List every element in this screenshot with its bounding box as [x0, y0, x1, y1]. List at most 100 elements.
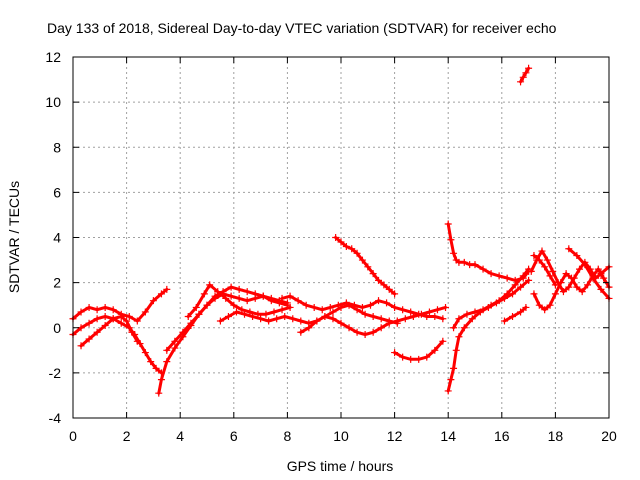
data-point — [321, 312, 329, 320]
data-point — [337, 238, 345, 246]
data-point — [517, 308, 525, 316]
data-point — [332, 234, 340, 241]
series-track-j — [332, 234, 399, 298]
y-tick-label: 12 — [45, 49, 61, 65]
data-point — [353, 249, 361, 257]
x-tick-label: 6 — [230, 428, 238, 444]
data-point — [270, 308, 278, 316]
data-point — [471, 308, 479, 316]
data-point — [557, 279, 565, 287]
data-point — [519, 272, 527, 280]
data-point — [452, 346, 460, 354]
data-point — [439, 337, 447, 345]
data-point — [157, 290, 165, 298]
data-point — [423, 353, 431, 361]
data-point — [93, 328, 101, 336]
data-point — [128, 328, 136, 336]
data-point — [297, 317, 305, 325]
y-tick-label: 0 — [53, 320, 61, 336]
data-point — [364, 263, 372, 271]
series-track-f — [184, 281, 294, 320]
data-point — [517, 283, 525, 291]
data-point — [123, 317, 131, 325]
data-point — [380, 281, 388, 289]
data-point — [576, 265, 584, 273]
data-point — [369, 312, 377, 320]
series-line — [452, 267, 531, 330]
data-point — [163, 346, 171, 354]
data-point — [187, 319, 195, 327]
data-point — [546, 301, 554, 309]
x-tick-label: 8 — [284, 428, 292, 444]
data-point — [342, 243, 350, 251]
data-point — [519, 73, 527, 81]
x-tick-label: 18 — [548, 428, 564, 444]
y-tick-label: 6 — [53, 184, 61, 200]
data-point — [581, 261, 589, 269]
data-point — [329, 315, 337, 323]
data-point — [385, 285, 393, 293]
data-point — [305, 324, 313, 332]
data-point — [350, 301, 358, 309]
data-point — [157, 376, 165, 384]
data-point — [152, 364, 160, 372]
data-point — [243, 288, 251, 296]
x-axis-label: GPS time / hours — [287, 458, 394, 474]
data-point — [401, 315, 409, 323]
data-point — [530, 252, 538, 260]
data-point — [417, 310, 425, 318]
data-point — [375, 297, 383, 305]
data-point — [241, 310, 249, 318]
y-tick-label: -4 — [49, 410, 62, 426]
data-point — [222, 294, 230, 302]
data-point — [286, 303, 294, 311]
data-point — [342, 299, 350, 307]
data-point — [278, 306, 286, 314]
data-point — [541, 306, 549, 314]
data-point — [281, 312, 289, 320]
data-point — [206, 281, 214, 289]
data-point — [235, 294, 243, 302]
data-point — [77, 342, 85, 350]
series-track-e — [163, 283, 291, 354]
data-point — [450, 364, 458, 372]
data-point — [383, 299, 391, 307]
data-point — [589, 274, 597, 282]
series-track-c — [77, 312, 141, 350]
data-point — [345, 324, 353, 332]
series-line — [157, 292, 289, 395]
data-point — [415, 355, 423, 363]
data-point — [257, 315, 265, 323]
x-tick-label: 0 — [69, 428, 77, 444]
data-point — [425, 308, 433, 316]
data-point — [235, 285, 243, 293]
data-point — [337, 319, 345, 327]
data-point — [101, 303, 109, 311]
y-tick-label: -2 — [49, 365, 62, 381]
data-point — [85, 335, 93, 343]
data-point — [313, 317, 321, 325]
series-line — [71, 315, 163, 375]
data-point — [431, 312, 439, 320]
data-point — [543, 256, 551, 264]
data-point — [77, 308, 85, 316]
x-tick-label: 2 — [123, 428, 131, 444]
data-point — [450, 324, 458, 332]
data-point — [184, 312, 192, 320]
data-point — [391, 303, 399, 311]
data-point — [211, 292, 219, 300]
series-track-t — [565, 245, 613, 302]
data-point — [535, 256, 543, 264]
series-track-d — [155, 290, 291, 397]
data-point — [594, 265, 602, 273]
data-point — [310, 303, 318, 311]
data-point — [273, 315, 281, 323]
y-tick-label: 10 — [45, 94, 61, 110]
data-point — [171, 344, 179, 352]
data-point — [495, 297, 503, 305]
series-layer — [69, 64, 613, 397]
data-point — [375, 276, 383, 284]
data-point — [353, 328, 361, 336]
data-point — [214, 288, 222, 296]
